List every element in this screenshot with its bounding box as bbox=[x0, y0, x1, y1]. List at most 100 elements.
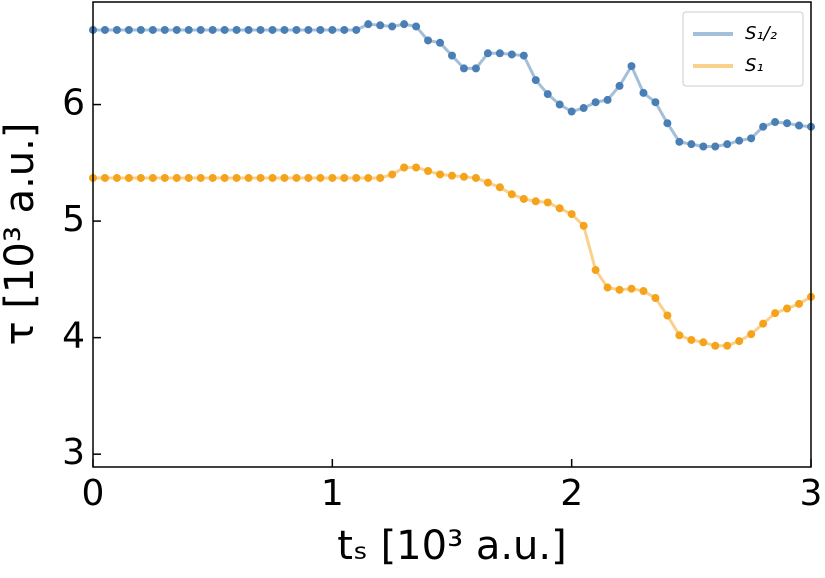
data-point bbox=[471, 64, 480, 73]
data-point bbox=[495, 183, 504, 192]
data-point bbox=[136, 25, 145, 34]
data-point bbox=[172, 25, 181, 34]
data-point bbox=[448, 51, 456, 60]
data-point bbox=[615, 81, 624, 90]
data-point bbox=[256, 25, 265, 34]
data-point bbox=[136, 173, 145, 182]
data-point bbox=[112, 25, 121, 34]
data-point bbox=[615, 285, 624, 294]
data-point bbox=[220, 173, 229, 182]
data-point bbox=[579, 104, 588, 113]
data-point bbox=[471, 173, 480, 182]
legend-label: S₁ bbox=[745, 55, 764, 76]
legend-box bbox=[682, 11, 804, 87]
data-point bbox=[208, 173, 217, 182]
data-point bbox=[519, 194, 528, 203]
data-point bbox=[603, 95, 612, 104]
data-point bbox=[208, 25, 217, 34]
data-point bbox=[424, 166, 433, 175]
data-point bbox=[244, 25, 253, 34]
data-point bbox=[495, 49, 504, 58]
data-point bbox=[675, 137, 684, 146]
data-point bbox=[687, 335, 696, 344]
data-point bbox=[723, 341, 732, 350]
data-point bbox=[759, 319, 768, 328]
x-tick-label: 0 bbox=[82, 473, 105, 514]
x-tick-label: 1 bbox=[321, 473, 344, 514]
data-point bbox=[567, 107, 576, 116]
data-point bbox=[603, 283, 612, 292]
data-point bbox=[124, 173, 133, 182]
data-point bbox=[100, 173, 109, 182]
x-tick-label: 2 bbox=[560, 473, 583, 514]
plot-frame bbox=[92, 1, 812, 468]
data-point bbox=[639, 88, 648, 97]
data-point bbox=[160, 173, 169, 182]
data-point bbox=[483, 178, 492, 187]
x-tick-label: 3 bbox=[800, 473, 823, 514]
data-point bbox=[531, 76, 540, 85]
legend-label: S₁/₂ bbox=[745, 23, 777, 44]
data-point bbox=[352, 25, 361, 34]
y-tick-label: 6 bbox=[62, 83, 85, 124]
data-point bbox=[220, 25, 229, 34]
data-point bbox=[352, 173, 361, 182]
data-point bbox=[627, 62, 636, 71]
y-axis-label: τ [10³ a.u.] bbox=[0, 123, 43, 346]
data-point bbox=[184, 25, 193, 34]
data-point bbox=[376, 173, 385, 182]
data-point bbox=[783, 304, 792, 313]
data-point bbox=[519, 51, 528, 60]
data-point bbox=[280, 173, 289, 182]
data-point bbox=[292, 25, 301, 34]
x-axis-label: tₛ [10³ a.u.] bbox=[337, 523, 566, 569]
data-point bbox=[424, 36, 433, 45]
data-point bbox=[651, 98, 660, 107]
data-point bbox=[232, 25, 241, 34]
data-point bbox=[244, 173, 253, 182]
y-tick-label: 3 bbox=[62, 432, 85, 473]
data-point bbox=[735, 136, 744, 145]
data-point bbox=[627, 284, 636, 293]
data-point bbox=[543, 198, 552, 207]
data-point bbox=[663, 311, 672, 320]
data-point bbox=[316, 173, 325, 182]
data-point bbox=[400, 20, 409, 29]
data-point bbox=[436, 38, 445, 47]
data-point bbox=[148, 173, 157, 182]
data-point bbox=[675, 331, 684, 340]
data-point bbox=[483, 49, 492, 58]
data-point bbox=[316, 25, 325, 34]
data-point bbox=[711, 142, 720, 151]
data-point bbox=[735, 337, 744, 346]
data-point bbox=[699, 142, 708, 151]
data-point bbox=[280, 25, 289, 34]
data-point bbox=[747, 330, 756, 339]
data-point bbox=[747, 134, 756, 143]
data-point bbox=[388, 170, 397, 179]
data-point bbox=[771, 118, 780, 127]
data-point bbox=[507, 190, 516, 199]
data-point bbox=[436, 170, 445, 179]
data-point bbox=[304, 173, 313, 182]
data-point bbox=[591, 266, 600, 275]
data-point bbox=[388, 22, 397, 31]
data-point bbox=[196, 25, 205, 34]
data-point bbox=[304, 25, 313, 34]
data-point bbox=[364, 173, 373, 182]
data-point bbox=[555, 204, 564, 213]
data-point bbox=[783, 119, 792, 128]
data-point bbox=[459, 172, 468, 181]
data-point bbox=[184, 173, 193, 182]
y-tick-label: 4 bbox=[62, 316, 85, 357]
data-point bbox=[328, 173, 337, 182]
data-point bbox=[340, 25, 349, 34]
data-point bbox=[148, 25, 157, 34]
data-point bbox=[459, 64, 468, 73]
data-point bbox=[412, 163, 421, 172]
data-point bbox=[328, 25, 337, 34]
data-point bbox=[771, 309, 780, 318]
data-point bbox=[232, 173, 241, 182]
data-point bbox=[268, 25, 277, 34]
